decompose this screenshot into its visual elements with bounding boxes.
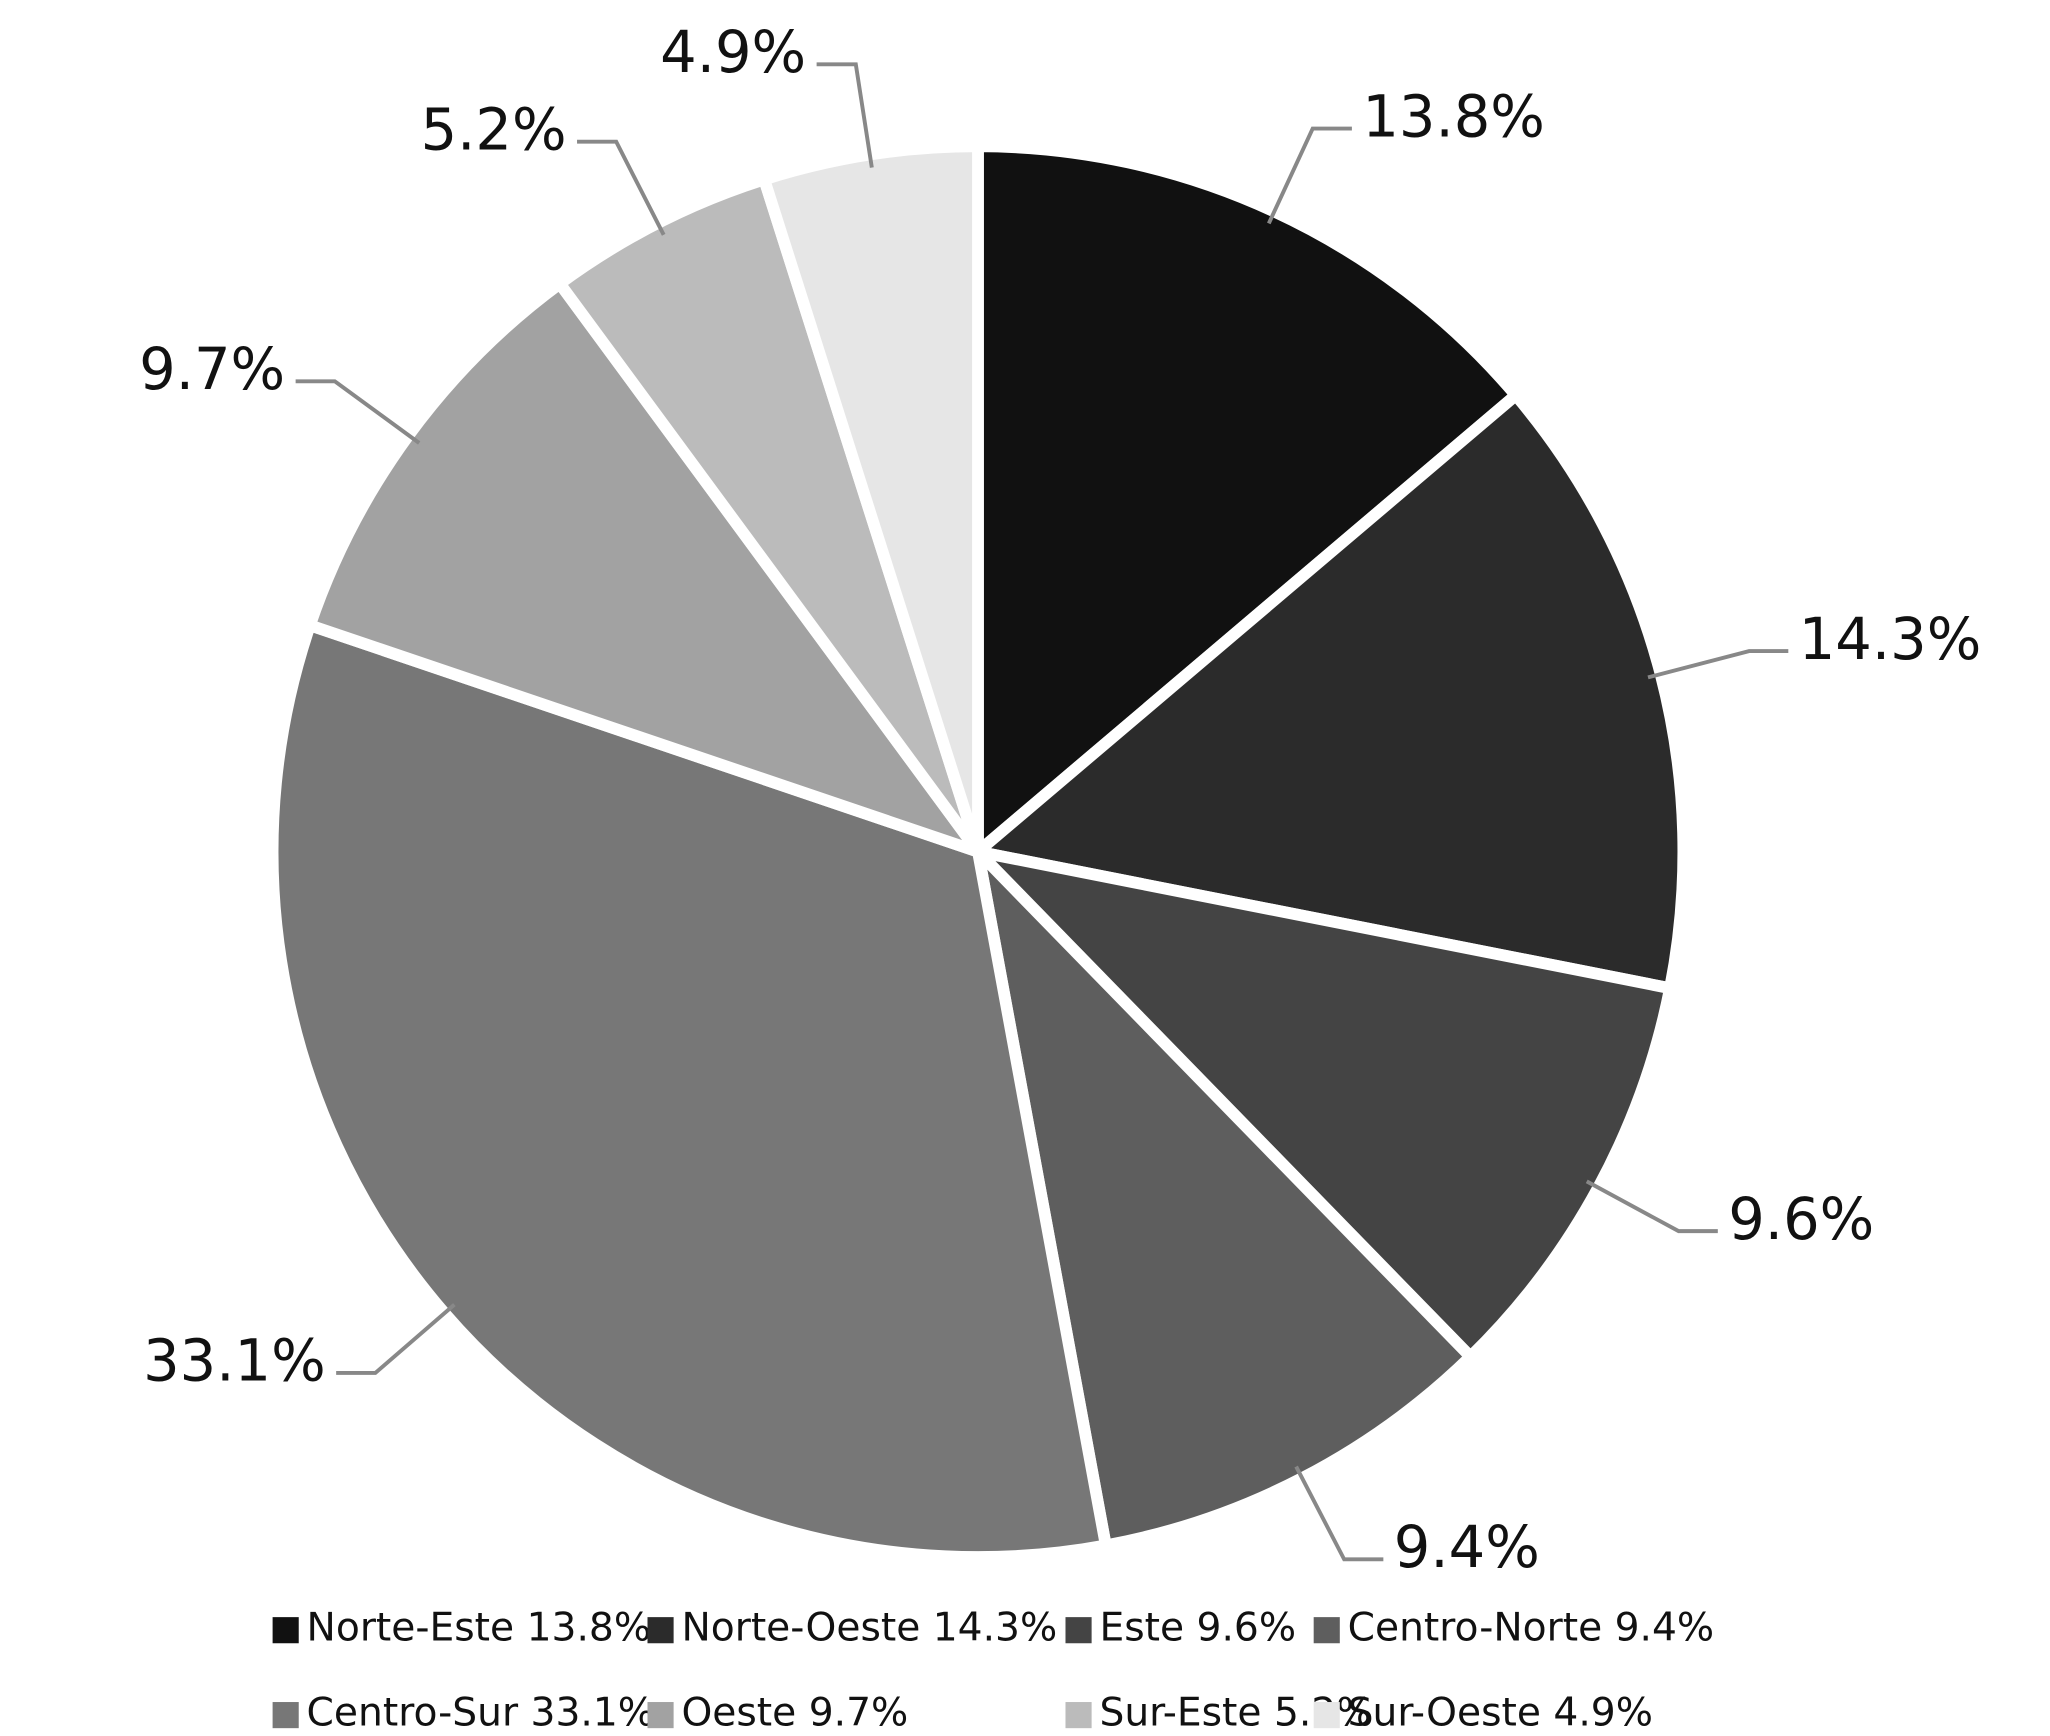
- legend-label: Este 9.6%: [1099, 1606, 1296, 1651]
- legend-swatch: [1065, 1702, 1092, 1729]
- legend-label: Norte-Oeste 14.3%: [681, 1606, 1057, 1651]
- legend-label: Sur-Oeste 4.9%: [1348, 1691, 1653, 1736]
- leader-line: [577, 139, 666, 236]
- data-label: 13.8%: [1362, 83, 1545, 150]
- data-label: 9.6%: [1728, 1186, 1874, 1253]
- data-label: 14.3%: [1799, 606, 1982, 673]
- leader-line: [1585, 1179, 1718, 1234]
- legend-swatch: [647, 1702, 674, 1729]
- data-label: 9.4%: [1394, 1514, 1540, 1581]
- legend-swatch: [272, 1617, 299, 1644]
- legend-swatch: [1313, 1702, 1340, 1729]
- legend-label: Oeste 9.7%: [681, 1691, 908, 1736]
- legend-label: Norte-Este 13.8%: [307, 1606, 651, 1651]
- data-label: 9.7%: [139, 336, 285, 403]
- legend-swatch: [1313, 1617, 1340, 1644]
- leader-line: [1267, 126, 1352, 225]
- leader-line: [336, 1303, 456, 1375]
- leader-line: [295, 379, 421, 445]
- data-label: 4.9%: [660, 19, 806, 86]
- legend-swatch: [272, 1702, 299, 1729]
- legend-label: Centro-Norte 9.4%: [1348, 1606, 1715, 1651]
- leader-line: [1294, 1465, 1384, 1562]
- leader-line: [816, 62, 874, 168]
- legend-swatch: [1065, 1617, 1092, 1644]
- data-label: 5.2%: [421, 96, 567, 163]
- leader-line: [1647, 649, 1789, 680]
- data-label: 33.1%: [143, 1328, 326, 1395]
- legend-swatch: [647, 1617, 674, 1644]
- legend-label: Centro-Sur 33.1%: [307, 1691, 655, 1736]
